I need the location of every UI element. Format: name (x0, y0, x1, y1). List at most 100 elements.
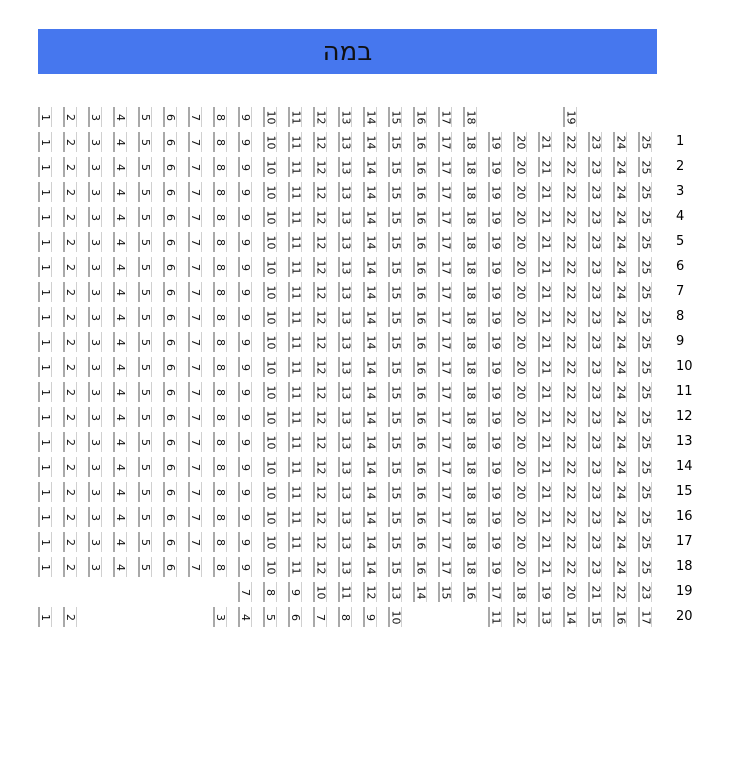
seat[interactable]: 24 (613, 532, 627, 552)
seat[interactable]: 3 (88, 282, 102, 302)
seat[interactable]: 16 (413, 532, 427, 552)
seat[interactable]: 15 (388, 357, 402, 377)
seat[interactable]: 7 (188, 357, 202, 377)
seat[interactable]: 5 (138, 357, 152, 377)
seat[interactable]: 25 (638, 157, 652, 177)
seat[interactable]: 24 (613, 507, 627, 527)
seat[interactable]: 10 (263, 332, 277, 352)
seat[interactable]: 4 (113, 507, 127, 527)
seat[interactable]: 10 (263, 357, 277, 377)
seat[interactable]: 7 (188, 557, 202, 577)
seat[interactable]: 8 (213, 232, 227, 252)
seat[interactable]: 4 (113, 107, 127, 127)
seat[interactable]: 4 (113, 157, 127, 177)
seat[interactable]: 5 (138, 107, 152, 127)
seat[interactable]: 5 (138, 207, 152, 227)
seat[interactable]: 8 (213, 332, 227, 352)
seat[interactable]: 24 (613, 207, 627, 227)
seat[interactable]: 3 (88, 532, 102, 552)
seat[interactable]: 8 (213, 307, 227, 327)
seat[interactable]: 8 (213, 457, 227, 477)
seat[interactable]: 18 (463, 432, 477, 452)
seat[interactable]: 19 (488, 357, 502, 377)
seat[interactable]: 9 (238, 507, 252, 527)
seat[interactable]: 10 (313, 582, 327, 602)
seat[interactable]: 17 (438, 332, 452, 352)
seat[interactable]: 15 (388, 557, 402, 577)
seat[interactable]: 20 (513, 132, 527, 152)
seat[interactable]: 20 (513, 257, 527, 277)
seat[interactable]: 10 (263, 182, 277, 202)
seat[interactable]: 10 (263, 282, 277, 302)
seat[interactable]: 22 (563, 307, 577, 327)
seat[interactable]: 17 (438, 532, 452, 552)
seat[interactable]: 24 (613, 382, 627, 402)
seat[interactable]: 11 (288, 157, 302, 177)
seat[interactable]: 17 (438, 132, 452, 152)
seat[interactable]: 13 (338, 382, 352, 402)
seat[interactable]: 13 (538, 607, 552, 627)
seat[interactable]: 16 (413, 482, 427, 502)
seat[interactable]: 4 (113, 357, 127, 377)
seat[interactable]: 6 (163, 432, 177, 452)
seat[interactable]: 8 (338, 607, 352, 627)
seat[interactable]: 7 (188, 332, 202, 352)
seat[interactable]: 7 (188, 532, 202, 552)
seat[interactable]: 16 (413, 357, 427, 377)
seat[interactable]: 17 (438, 557, 452, 577)
seat[interactable]: 12 (313, 307, 327, 327)
seat[interactable]: 18 (463, 182, 477, 202)
seat[interactable]: 12 (313, 107, 327, 127)
seat[interactable]: 19 (488, 382, 502, 402)
seat[interactable]: 13 (338, 307, 352, 327)
seat[interactable]: 17 (438, 457, 452, 477)
seat[interactable]: 19 (488, 557, 502, 577)
seat[interactable]: 23 (588, 157, 602, 177)
seat[interactable]: 19 (488, 132, 502, 152)
seat[interactable]: 19 (488, 482, 502, 502)
seat[interactable]: 11 (288, 482, 302, 502)
seat[interactable]: 16 (413, 557, 427, 577)
seat[interactable]: 3 (88, 332, 102, 352)
seat[interactable]: 2 (63, 482, 77, 502)
seat[interactable]: 8 (213, 507, 227, 527)
seat[interactable]: 15 (388, 332, 402, 352)
seat[interactable]: 12 (313, 232, 327, 252)
seat[interactable]: 23 (588, 432, 602, 452)
seat[interactable]: 2 (63, 382, 77, 402)
seat[interactable]: 21 (538, 257, 552, 277)
seat[interactable]: 22 (563, 507, 577, 527)
seat[interactable]: 7 (188, 432, 202, 452)
seat[interactable]: 3 (88, 182, 102, 202)
seat[interactable]: 9 (238, 557, 252, 577)
seat[interactable]: 22 (563, 207, 577, 227)
seat[interactable]: 23 (588, 207, 602, 227)
seat[interactable]: 10 (388, 607, 402, 627)
seat[interactable]: 11 (288, 532, 302, 552)
seat[interactable]: 10 (263, 407, 277, 427)
seat[interactable]: 11 (288, 357, 302, 377)
seat[interactable]: 15 (388, 432, 402, 452)
seat[interactable]: 11 (288, 382, 302, 402)
seat[interactable]: 3 (88, 132, 102, 152)
seat[interactable]: 7 (313, 607, 327, 627)
seat[interactable]: 1 (38, 532, 52, 552)
seat[interactable]: 25 (638, 257, 652, 277)
seat[interactable]: 13 (338, 407, 352, 427)
seat[interactable]: 24 (613, 482, 627, 502)
seat[interactable]: 18 (463, 457, 477, 477)
seat[interactable]: 1 (38, 432, 52, 452)
seat[interactable]: 6 (163, 332, 177, 352)
seat[interactable]: 7 (188, 157, 202, 177)
seat[interactable]: 2 (63, 432, 77, 452)
seat[interactable]: 6 (163, 307, 177, 327)
seat[interactable]: 24 (613, 257, 627, 277)
seat[interactable]: 3 (88, 107, 102, 127)
seat[interactable]: 13 (338, 257, 352, 277)
seat[interactable]: 7 (188, 482, 202, 502)
seat[interactable]: 22 (563, 382, 577, 402)
seat[interactable]: 10 (263, 232, 277, 252)
seat[interactable]: 25 (638, 307, 652, 327)
seat[interactable]: 15 (388, 282, 402, 302)
seat[interactable]: 23 (638, 582, 652, 602)
